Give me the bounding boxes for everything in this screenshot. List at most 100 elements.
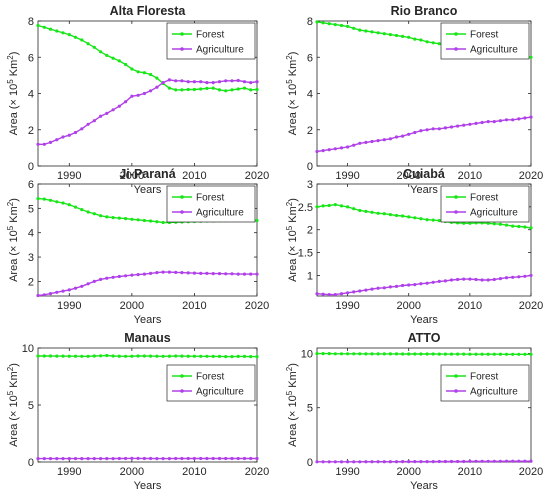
data-point [42, 142, 46, 146]
data-point [48, 27, 53, 31]
data-point [48, 354, 53, 358]
data-point [180, 354, 184, 358]
data-point [462, 277, 466, 281]
data-point [327, 460, 331, 464]
y-tick-label: 10 [301, 348, 313, 360]
data-point [199, 354, 203, 358]
y-label-exp: 2 [285, 366, 294, 371]
data-point [161, 220, 165, 225]
data-point [67, 33, 71, 37]
data-point [55, 290, 59, 294]
data-point [358, 289, 362, 293]
data-point [192, 456, 196, 461]
data-point [242, 272, 247, 276]
data-point [462, 459, 466, 464]
data-point [437, 219, 441, 223]
data-point [105, 215, 109, 219]
data-point [67, 354, 71, 358]
data-point [73, 205, 78, 209]
data-point [255, 456, 259, 461]
legend-marker [454, 195, 458, 199]
data-point [480, 278, 484, 282]
data-point [205, 456, 209, 461]
y-axis-label: Area (× 105 Km2) [6, 52, 20, 136]
y-tick-label: 3 [307, 179, 313, 191]
data-point [99, 277, 103, 281]
data-point [388, 352, 392, 356]
data-point [315, 205, 319, 209]
data-point [155, 271, 159, 275]
data-point [394, 352, 399, 356]
data-point [449, 125, 454, 129]
x-axis-label: Years [134, 184, 162, 196]
data-point [443, 126, 447, 130]
y-label-end: ) [8, 363, 20, 367]
data-point [364, 460, 368, 464]
data-point [388, 33, 392, 37]
data-point [142, 456, 146, 461]
data-point [217, 80, 222, 84]
data-point [529, 352, 533, 356]
data-point [217, 456, 222, 461]
data-point [401, 134, 405, 138]
data-point [333, 23, 337, 27]
data-point [211, 81, 215, 85]
data-point [117, 456, 121, 461]
data-point [167, 86, 171, 90]
data-point [42, 25, 46, 29]
data-point [211, 354, 215, 358]
data-point [511, 275, 515, 279]
data-point [431, 41, 435, 45]
x-axis-label: Years [134, 314, 162, 326]
data-point [99, 50, 103, 54]
x-tick-label: 1990 [57, 170, 81, 182]
data-point [498, 277, 502, 281]
data-point [333, 352, 337, 356]
data-point [55, 200, 59, 204]
data-point [124, 456, 128, 461]
data-point [511, 118, 515, 122]
y-tick-label: 0 [307, 457, 313, 469]
data-point [468, 221, 472, 225]
data-point [124, 62, 128, 67]
data-point [117, 274, 121, 279]
data-point [242, 80, 247, 84]
data-point [425, 128, 429, 132]
data-point [480, 352, 484, 356]
data-point [413, 283, 417, 287]
data-point [346, 145, 350, 149]
y-label-unit: Km [287, 371, 299, 391]
data-point [242, 86, 247, 90]
data-point [124, 217, 128, 221]
data-point [504, 118, 509, 122]
data-point [315, 460, 319, 464]
data-point [48, 457, 53, 461]
data-point [186, 354, 190, 358]
data-point [437, 459, 441, 464]
legend-marker [180, 389, 184, 393]
data-point [136, 93, 140, 97]
data-point [111, 457, 115, 461]
data-point [236, 456, 240, 461]
data-point [155, 220, 159, 224]
data-point [117, 354, 121, 358]
data-point [130, 67, 134, 71]
data-point [230, 355, 234, 359]
data-point [425, 281, 429, 285]
data-point [61, 201, 65, 205]
data-point [517, 459, 521, 463]
data-point [504, 352, 509, 356]
data-point [492, 459, 496, 463]
data-point [61, 31, 65, 35]
data-point [437, 42, 441, 46]
data-point [105, 353, 109, 358]
data-point [498, 459, 502, 463]
data-point [111, 275, 115, 279]
data-point [462, 352, 466, 356]
data-point [394, 33, 399, 38]
data-point [370, 352, 374, 356]
data-point [327, 203, 331, 208]
data-point [431, 218, 435, 222]
data-point [443, 459, 447, 464]
data-point [419, 282, 423, 286]
